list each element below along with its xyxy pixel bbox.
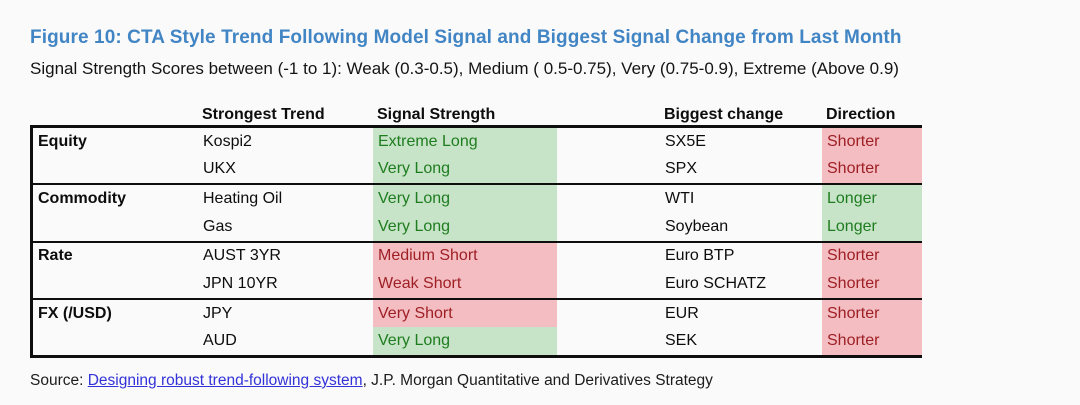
- category-cell: Rate: [38, 247, 73, 265]
- biggest-change-cell: SEK: [665, 332, 698, 350]
- direction-cell: Shorter: [822, 270, 922, 298]
- signal-table: Equity Kospi2 Extreme Long SX5E Shorter …: [30, 125, 922, 358]
- source-link[interactable]: Designing robust trend-following system: [87, 372, 363, 389]
- gap-cell: [557, 270, 660, 298]
- source-suffix: , J.P. Morgan Quantitative and Derivativ…: [362, 372, 713, 389]
- header-biggest-change: Biggest change: [664, 106, 784, 123]
- biggest-change-cell: SPX: [665, 160, 698, 178]
- direction-cell: Shorter: [822, 327, 922, 355]
- gap-cell: [557, 128, 660, 156]
- category-cell: [33, 213, 198, 241]
- header-direction: Direction: [826, 106, 896, 123]
- table-header-row: Strongest Trend Signal Strength Biggest …: [30, 98, 922, 124]
- source-line: Source: Designing robust trend-following…: [30, 372, 713, 390]
- instrument-cell: Kospi2: [203, 132, 252, 150]
- signal-strength-cell: Very Long: [373, 185, 557, 213]
- table-row: JPN 10YR Weak Short Euro SCHATZ Shorter: [33, 270, 922, 298]
- gap-cell: [557, 185, 660, 213]
- biggest-change-cell: SX5E: [665, 132, 706, 150]
- biggest-change-cell: Euro SCHATZ: [665, 274, 767, 292]
- instrument-cell: AUD: [203, 332, 237, 350]
- biggest-change-cell: WTI: [665, 190, 695, 208]
- signal-strength-cell: Extreme Long: [373, 128, 557, 156]
- category-cell: FX (/USD): [38, 304, 112, 322]
- header-strongest-trend: Strongest Trend: [202, 106, 325, 123]
- instrument-cell: UKX: [203, 160, 236, 178]
- signal-strength-cell: Very Long: [373, 212, 557, 241]
- gap-cell: [557, 156, 660, 184]
- figure-title: Figure 10: CTA Style Trend Following Mod…: [30, 27, 902, 48]
- direction-cell: Shorter: [822, 128, 922, 156]
- category-cell: [33, 270, 198, 298]
- instrument-cell: JPY: [203, 304, 233, 322]
- gap-cell: [557, 327, 660, 355]
- table-row: Gas Very Long Soybean Longer: [33, 212, 922, 241]
- instrument-cell: AUST 3YR: [203, 247, 281, 265]
- category-cell: [33, 327, 198, 355]
- source-prefix: Source:: [30, 372, 88, 389]
- biggest-change-cell: Euro BTP: [665, 247, 735, 265]
- table-row: Equity Kospi2 Extreme Long SX5E Shorter: [33, 128, 922, 156]
- signal-strength-cell: Very Long: [373, 327, 557, 355]
- category-cell: Equity: [38, 132, 87, 150]
- signal-strength-cell: Very Short: [373, 299, 557, 328]
- table-row: FX (/USD) JPY Very Short EUR Shorter: [33, 297, 922, 328]
- signal-strength-cell: Very Long: [373, 155, 557, 184]
- signal-strength-cell: Weak Short: [373, 270, 557, 298]
- biggest-change-cell: EUR: [665, 304, 699, 322]
- instrument-cell: Gas: [203, 217, 233, 235]
- direction-cell: Shorter: [822, 155, 922, 184]
- instrument-cell: JPN 10YR: [203, 274, 278, 292]
- figure-subtitle: Signal Strength Scores between (-1 to 1)…: [30, 59, 899, 78]
- direction-cell: Shorter: [822, 299, 922, 328]
- biggest-change-cell: Soybean: [665, 217, 729, 235]
- instrument-cell: Heating Oil: [203, 190, 283, 208]
- direction-cell: Longer: [822, 185, 922, 213]
- direction-cell: Longer: [822, 212, 922, 241]
- gap-cell: [557, 243, 660, 271]
- header-signal-strength: Signal Strength: [377, 106, 496, 123]
- table-row: Commodity Heating Oil Very Long WTI Long…: [33, 183, 922, 213]
- direction-cell: Shorter: [822, 242, 922, 271]
- gap-cell: [557, 213, 660, 241]
- table-row: AUD Very Long SEK Shorter: [33, 327, 922, 355]
- category-cell: [33, 156, 198, 184]
- table-row: UKX Very Long SPX Shorter: [33, 155, 922, 184]
- gap-cell: [557, 300, 660, 328]
- category-cell: Commodity: [38, 190, 126, 208]
- table-row: Rate AUST 3YR Medium Short Euro BTP Shor…: [33, 240, 922, 271]
- signal-strength-cell: Medium Short: [373, 242, 557, 271]
